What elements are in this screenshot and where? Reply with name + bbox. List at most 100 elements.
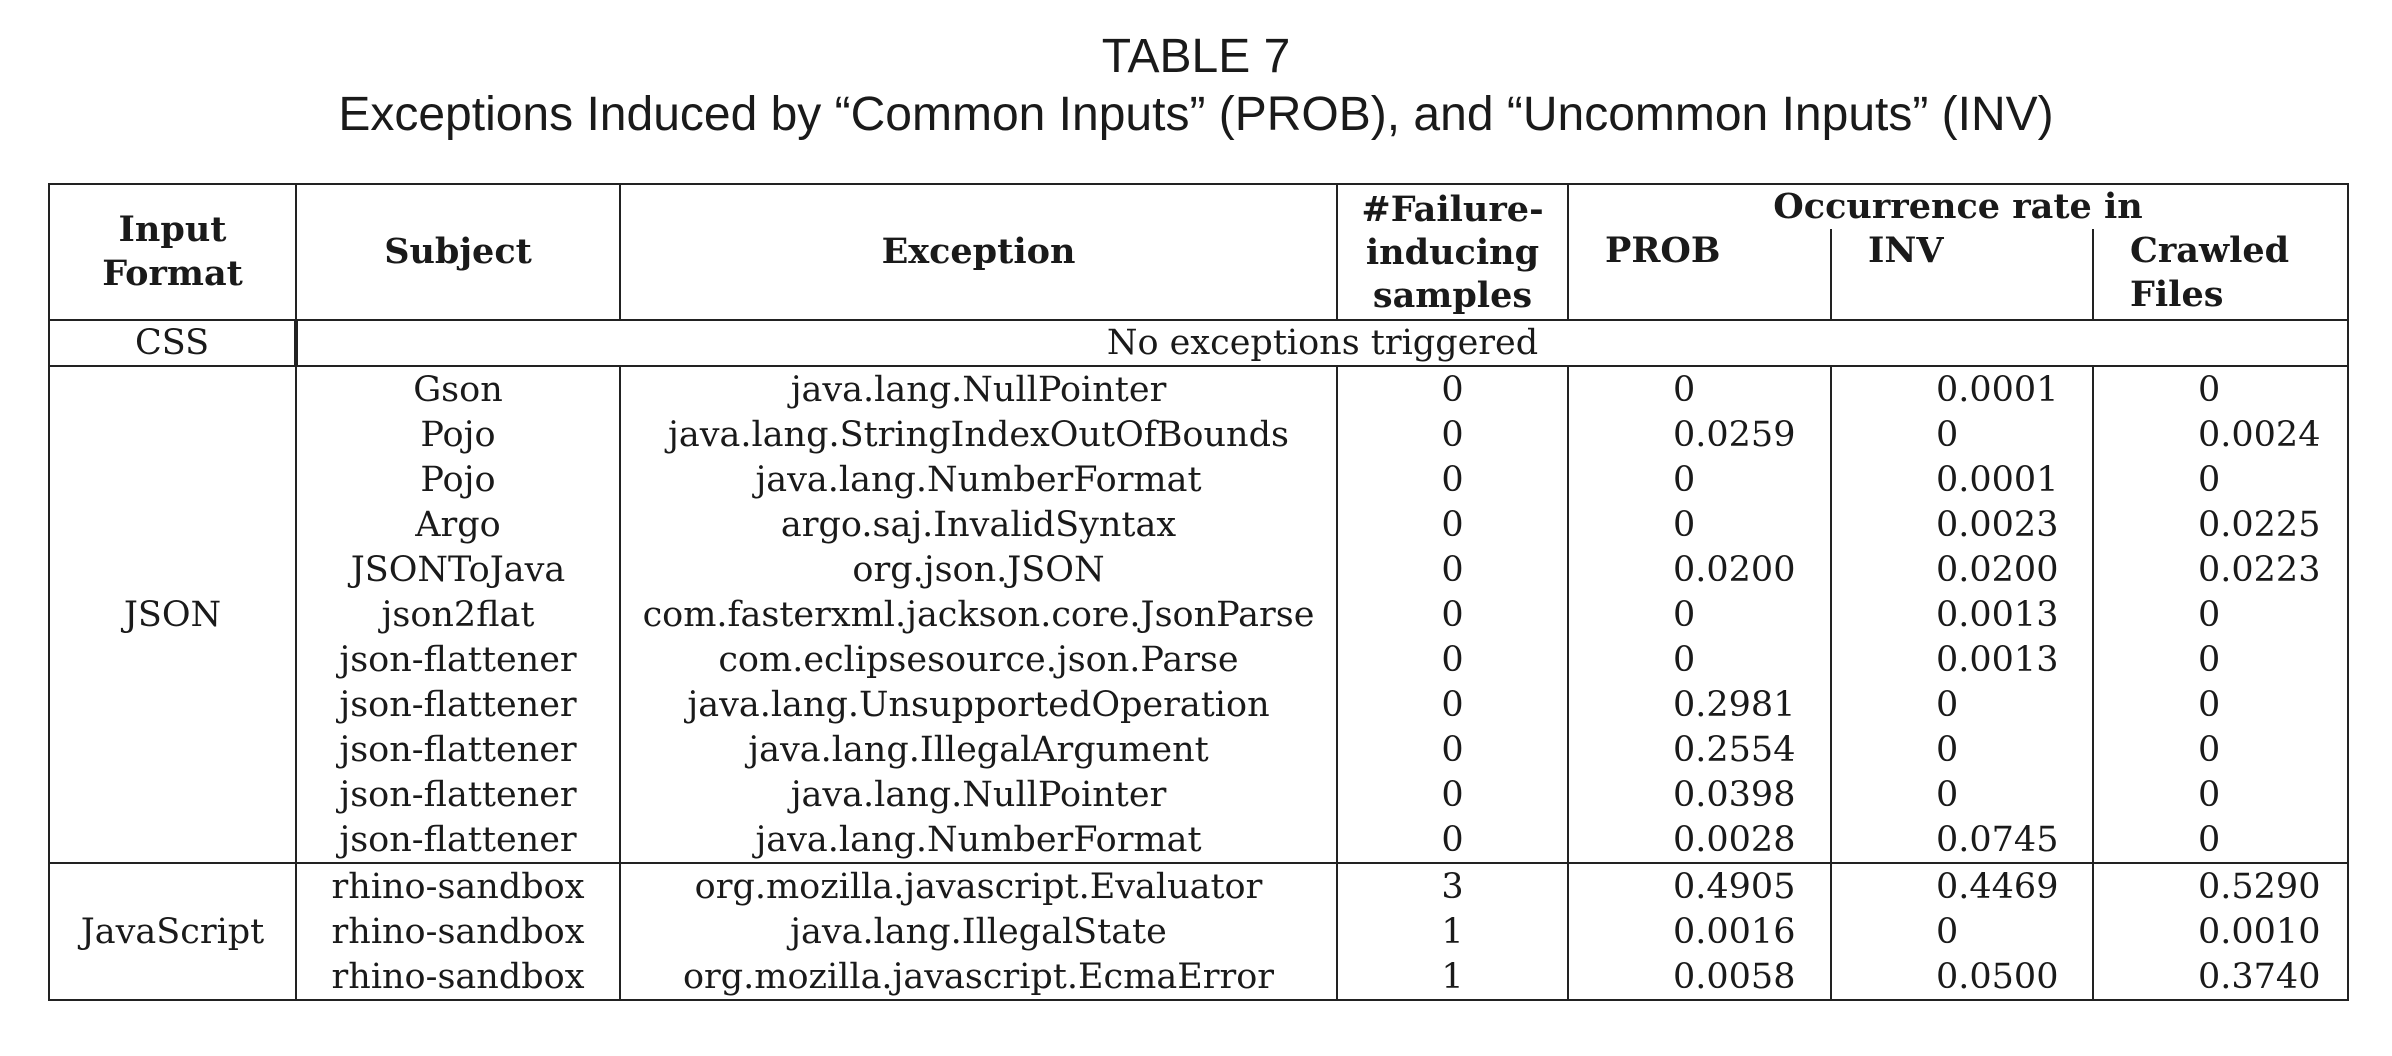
prob-cell: 0.2981 [1568, 682, 1832, 727]
inv-cell: 0.4469 [1831, 862, 2094, 909]
exception-cell: org.mozilla.javascript.EcmaError [620, 954, 1338, 1000]
subject-cell: rhino-sandbox [296, 862, 621, 909]
css-format-cell: CSS [49, 319, 298, 366]
exception-cell: java.lang.NullPointer [620, 772, 1338, 817]
samples-cell: 0 [1337, 772, 1569, 817]
exceptions-table: Input Format Subject Exception #Failure-… [48, 183, 2350, 1001]
subject-cell: rhino-sandbox [296, 909, 621, 954]
prob-cell: 0.0259 [1568, 412, 1832, 457]
crawled-cell: 0.5290 [2093, 862, 2349, 909]
crawled-cell: 0 [2198, 684, 2221, 725]
exception-cell: java.lang.IllegalArgument [620, 727, 1338, 772]
samples-cell: 0 [1337, 502, 1569, 547]
table-row: rhino-sandbox org.mozilla.javascript.Ecma… [49, 954, 2348, 1000]
inv-cell: 0.0001 [1831, 365, 2094, 412]
inv-cell: 0.0500 [1831, 954, 2094, 1000]
subject-cell: rhino-sandbox [296, 954, 621, 1000]
table-row: json2flat com.fasterxml.jackson.core.Json… [49, 592, 2348, 637]
inv-cell: 0.0200 [1831, 547, 2094, 592]
exception-cell: java.lang.NullPointer [620, 365, 1338, 412]
crawled-cell: 0 [2198, 729, 2221, 770]
table-row: json-flattener java.lang.IllegalArgument 0… [49, 727, 2348, 772]
table-row: Argo argo.saj.InvalidSyntax 0 0 0.0023 0.0225 [49, 502, 2348, 547]
subject-cell: Pojo [296, 457, 621, 502]
prob-cell: 0.0398 [1568, 772, 1832, 817]
table-row: JSON Gson java.lang.NullPointer 0 0 0.0001 0 [49, 365, 2349, 863]
exception-cell: java.lang.IllegalState [620, 909, 1338, 954]
header-input-format-line2: Format [102, 253, 243, 294]
exception-cell: java.lang.StringIndexOutOfBounds [620, 412, 1338, 457]
crawled-cell: 0 [2198, 594, 2221, 635]
header-samples: #Failure- inducing samples [1337, 184, 1569, 320]
subject-cell: json-flattener [296, 727, 621, 772]
samples-cell: 0 [1337, 412, 1569, 457]
exception-cell: argo.saj.InvalidSyntax [620, 502, 1338, 547]
crawled-cell: 0.0225 [2198, 504, 2321, 545]
table-row: JSONToJava org.json.JSON 0 0.0200 0.0200 0.02… [49, 547, 2348, 592]
exception-cell: com.fasterxml.jackson.core.JsonParse [620, 592, 1338, 637]
table-row: json-flattener com.eclipsesource.json.Par… [49, 637, 2348, 682]
inv-cell: 0.0745 [1831, 817, 2094, 863]
subject-cell: Gson [296, 365, 621, 412]
header-samples-line3: samples [1372, 274, 1533, 316]
crawled-cell: 0 [2198, 459, 2221, 500]
inv-cell: 0 [1831, 682, 2094, 727]
subject-cell: json-flattener [296, 637, 621, 682]
prob-cell: 0 [1568, 637, 1832, 682]
table-row: rhino-sandbox java.lang.IllegalState 1 0.00… [49, 909, 2348, 954]
subject-cell: json2flat [296, 592, 621, 637]
header-prob: PROB [1568, 229, 1832, 320]
table-label: TABLE 7 [1101, 30, 1291, 83]
header-input-format-line1: Input [118, 209, 227, 250]
prob-cell: 0 [1568, 365, 1832, 412]
samples-cell: 0 [1337, 637, 1569, 682]
inv-cell: 0.0013 [1831, 592, 2094, 637]
table-caption: TABLE 7 Exceptions Induced by “Common In… [0, 28, 2392, 144]
samples-cell: 0 [1337, 365, 1569, 412]
header-samples-line1: #Failure- [1361, 188, 1544, 230]
crawled-cell: 0.0024 [2198, 414, 2321, 455]
exception-cell: java.lang.NumberFormat [620, 817, 1338, 863]
table-row: JavaScript rhino-sandbox org.mozilla.javas… [49, 862, 2349, 1000]
table-row: json-flattener java.lang.NullPointer 0 0.03… [49, 772, 2348, 817]
header-crawled-line1: Crawled [2130, 230, 2290, 271]
crawled-cell: 0 [2198, 819, 2221, 860]
header-exception: Exception [620, 184, 1338, 320]
samples-cell: 1 [1337, 954, 1569, 1000]
inv-cell: 0 [1831, 412, 2094, 457]
subject-cell: json-flattener [296, 817, 621, 863]
inv-cell: 0.0023 [1831, 502, 2094, 547]
css-message-cell: No exceptions triggered [296, 319, 2349, 366]
prob-cell: 0.0058 [1568, 954, 1832, 1000]
samples-cell: 0 [1337, 592, 1569, 637]
inv-cell: 0 [1831, 727, 2094, 772]
format-cell: JSON [49, 365, 297, 863]
crawled-cell: 0 [2093, 365, 2349, 412]
crawled-cell: 0.0223 [2198, 549, 2321, 590]
samples-cell: 0 [1337, 817, 1569, 863]
prob-cell: 0.4905 [1568, 862, 1832, 909]
samples-cell: 0 [1337, 682, 1569, 727]
prob-cell: 0.0028 [1568, 817, 1832, 863]
table-row: Pojo java.lang.StringIndexOutOfBounds 0 0.0… [49, 412, 2348, 457]
subject-cell: Pojo [296, 412, 621, 457]
inv-cell: 0 [1831, 772, 2094, 817]
exception-cell: java.lang.NumberFormat [620, 457, 1338, 502]
samples-cell: 0 [1337, 457, 1569, 502]
crawled-cell: 0 [2198, 774, 2221, 815]
prob-cell: 0.0016 [1568, 909, 1832, 954]
prob-cell: 0 [1568, 592, 1832, 637]
inv-cell: 0 [1831, 909, 2094, 954]
prob-cell: 0.0200 [1568, 547, 1832, 592]
crawled-cell: 0.3740 [2198, 956, 2321, 997]
header-occurrence-group: Occurrence rate in [1773, 186, 2143, 227]
header-row-1: Input Format Subject Exception #Failure-… [49, 184, 2348, 320]
header-inv: INV [1831, 229, 2094, 320]
crawled-cell: 0.0010 [2198, 911, 2321, 952]
header-row-2: PROB INV Crawled Files [49, 229, 2348, 320]
header-subject: Subject [296, 184, 621, 320]
header-input-format: Input Format [49, 184, 297, 320]
samples-cell: 1 [1337, 909, 1569, 954]
subject-cell: json-flattener [296, 772, 621, 817]
crawled-cell: 0 [2198, 639, 2221, 680]
